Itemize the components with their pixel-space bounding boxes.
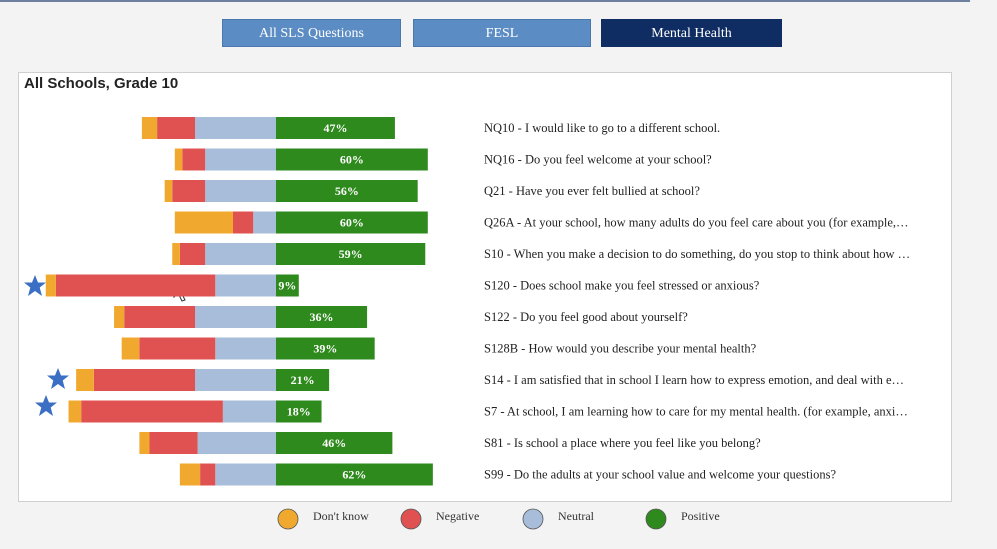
- value-label: 46%: [322, 436, 346, 450]
- question-label: S128B - How would you describe your ment…: [484, 341, 757, 355]
- star: [47, 368, 69, 389]
- legend-label: Neutral: [558, 509, 595, 523]
- question-label: NQ16 - Do you feel welcome at your schoo…: [484, 152, 712, 166]
- bar-segment: [179, 243, 206, 265]
- bar-segment: [205, 180, 276, 202]
- bar-segment: [276, 274, 299, 297]
- bar-segment: [205, 243, 276, 265]
- value-label: 18%: [287, 404, 311, 418]
- value-label: 60%: [340, 152, 364, 166]
- bar-segment: [121, 337, 140, 360]
- tab[interactable]: All SLS Questions: [222, 19, 401, 47]
- bar-segment: [195, 306, 276, 328]
- bar-segment: [195, 369, 276, 391]
- bar-segment: [215, 337, 276, 360]
- bar-segment: [232, 211, 254, 234]
- bar-segment: [93, 369, 196, 391]
- bar-segment: [149, 432, 198, 454]
- bar-segment: [253, 211, 276, 234]
- question-label: NQ10 - I would like to go to a different…: [484, 121, 720, 135]
- bar-segment: [276, 400, 322, 423]
- bar-segment: [164, 180, 173, 202]
- legend-label: Positive: [681, 509, 720, 523]
- question-label: S7 - At school, I am learning how to car…: [484, 404, 908, 418]
- bar-segment: [139, 337, 216, 360]
- bar-segment: [172, 180, 206, 202]
- bar-segment: [179, 463, 201, 486]
- bar-segment: [81, 400, 223, 423]
- bar-segment: [205, 148, 276, 171]
- question-label: S10 - When you make a decision to do som…: [484, 247, 910, 261]
- value-label: 9%: [278, 278, 296, 292]
- bar-segment: [215, 463, 276, 486]
- bar-segment: [197, 432, 276, 454]
- bar-segment: [222, 400, 276, 423]
- bar-segment: [124, 306, 196, 328]
- bar-segment: [172, 243, 180, 265]
- legend-swatch: [522, 508, 544, 530]
- bar-segment: [174, 148, 183, 171]
- value-label: 47%: [323, 121, 347, 135]
- chart-title: All Schools, Grade 10: [24, 75, 178, 92]
- question-label: S14 - I am satisfied that in school I le…: [484, 373, 904, 387]
- top-border: [0, 0, 970, 2]
- bar-segment: [68, 400, 82, 423]
- legend-label: Negative: [436, 509, 479, 523]
- bar-segment: [114, 306, 125, 328]
- bar-segment: [276, 148, 428, 171]
- legend-swatch: [645, 508, 667, 530]
- bar-segment: [76, 369, 94, 391]
- bar-segment: [157, 117, 196, 139]
- question-label: Q21 - Have you ever felt bullied at scho…: [484, 184, 700, 198]
- question-label: S120 - Does school make you feel stresse…: [484, 278, 760, 292]
- bar-segment: [174, 211, 233, 234]
- value-label: 60%: [340, 215, 364, 229]
- star: [24, 275, 46, 296]
- value-label: 21%: [291, 373, 315, 387]
- tab-active[interactable]: Mental Health: [601, 19, 782, 47]
- value-label: 39%: [313, 341, 337, 355]
- tab[interactable]: FESL: [413, 19, 591, 47]
- bar-segment: [276, 432, 393, 454]
- bar-segment: [139, 432, 150, 454]
- question-label: Q26A - At your school, how many adults d…: [484, 215, 909, 229]
- question-label: S99 - Do the adults at your school value…: [484, 467, 836, 481]
- bar-segment: [276, 337, 375, 360]
- legend-label: Don't know: [313, 509, 369, 523]
- bar-segment: [276, 117, 395, 139]
- value-label: 59%: [339, 247, 363, 261]
- question-label: S122 - Do you feel good about yourself?: [484, 310, 688, 324]
- bar-segment: [45, 274, 56, 297]
- question-label: S81 - Is school a place where you feel l…: [484, 436, 761, 450]
- bar-segment: [276, 306, 368, 328]
- bar-segment: [195, 117, 276, 139]
- legend-swatch: [400, 508, 422, 530]
- bar-segment: [276, 243, 426, 265]
- bar-segment: [55, 274, 216, 297]
- value-label: 56%: [335, 184, 359, 198]
- bar-segment: [141, 117, 158, 139]
- star: [35, 395, 57, 416]
- legend-swatch: [277, 508, 299, 530]
- bar-segment: [200, 463, 216, 486]
- stars: [24, 275, 69, 416]
- value-label: 62%: [342, 467, 366, 481]
- bar-segment: [276, 180, 418, 202]
- bar-segment: [182, 148, 206, 171]
- bar-segment: [215, 274, 276, 297]
- value-label: 36%: [310, 310, 334, 324]
- bar-segment: [276, 211, 428, 234]
- bar-segment: [276, 369, 330, 391]
- bar-segment: [276, 463, 433, 486]
